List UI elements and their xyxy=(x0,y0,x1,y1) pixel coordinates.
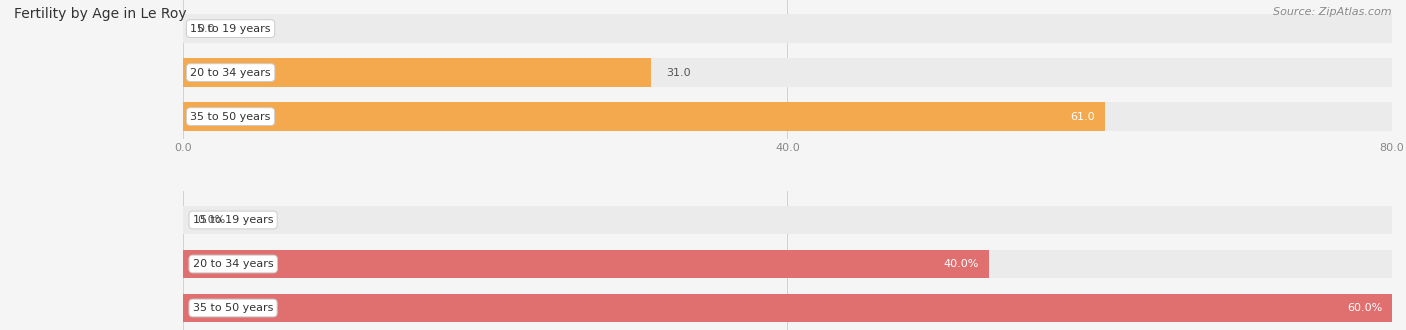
Text: 20 to 34 years: 20 to 34 years xyxy=(193,259,274,269)
Bar xyxy=(183,294,1392,322)
Text: 20 to 34 years: 20 to 34 years xyxy=(190,68,271,78)
Bar xyxy=(183,102,1392,131)
Text: 31.0: 31.0 xyxy=(666,68,690,78)
Text: 0.0%: 0.0% xyxy=(197,215,225,225)
Text: 15 to 19 years: 15 to 19 years xyxy=(190,24,271,34)
Bar xyxy=(183,14,1392,43)
Text: Source: ZipAtlas.com: Source: ZipAtlas.com xyxy=(1274,7,1392,16)
Bar xyxy=(183,58,1392,87)
Text: 15 to 19 years: 15 to 19 years xyxy=(193,215,273,225)
Bar xyxy=(183,102,1105,131)
Text: 60.0%: 60.0% xyxy=(1347,303,1382,313)
Text: 61.0: 61.0 xyxy=(1070,112,1095,121)
Bar xyxy=(183,250,988,278)
Bar xyxy=(183,250,1392,278)
Text: 0.0: 0.0 xyxy=(197,24,215,34)
Bar xyxy=(183,58,651,87)
Bar xyxy=(183,294,1392,322)
Bar xyxy=(183,206,1392,234)
Text: 35 to 50 years: 35 to 50 years xyxy=(190,112,271,121)
Text: Fertility by Age in Le Roy: Fertility by Age in Le Roy xyxy=(14,7,187,20)
Text: 40.0%: 40.0% xyxy=(943,259,979,269)
Text: 35 to 50 years: 35 to 50 years xyxy=(193,303,273,313)
